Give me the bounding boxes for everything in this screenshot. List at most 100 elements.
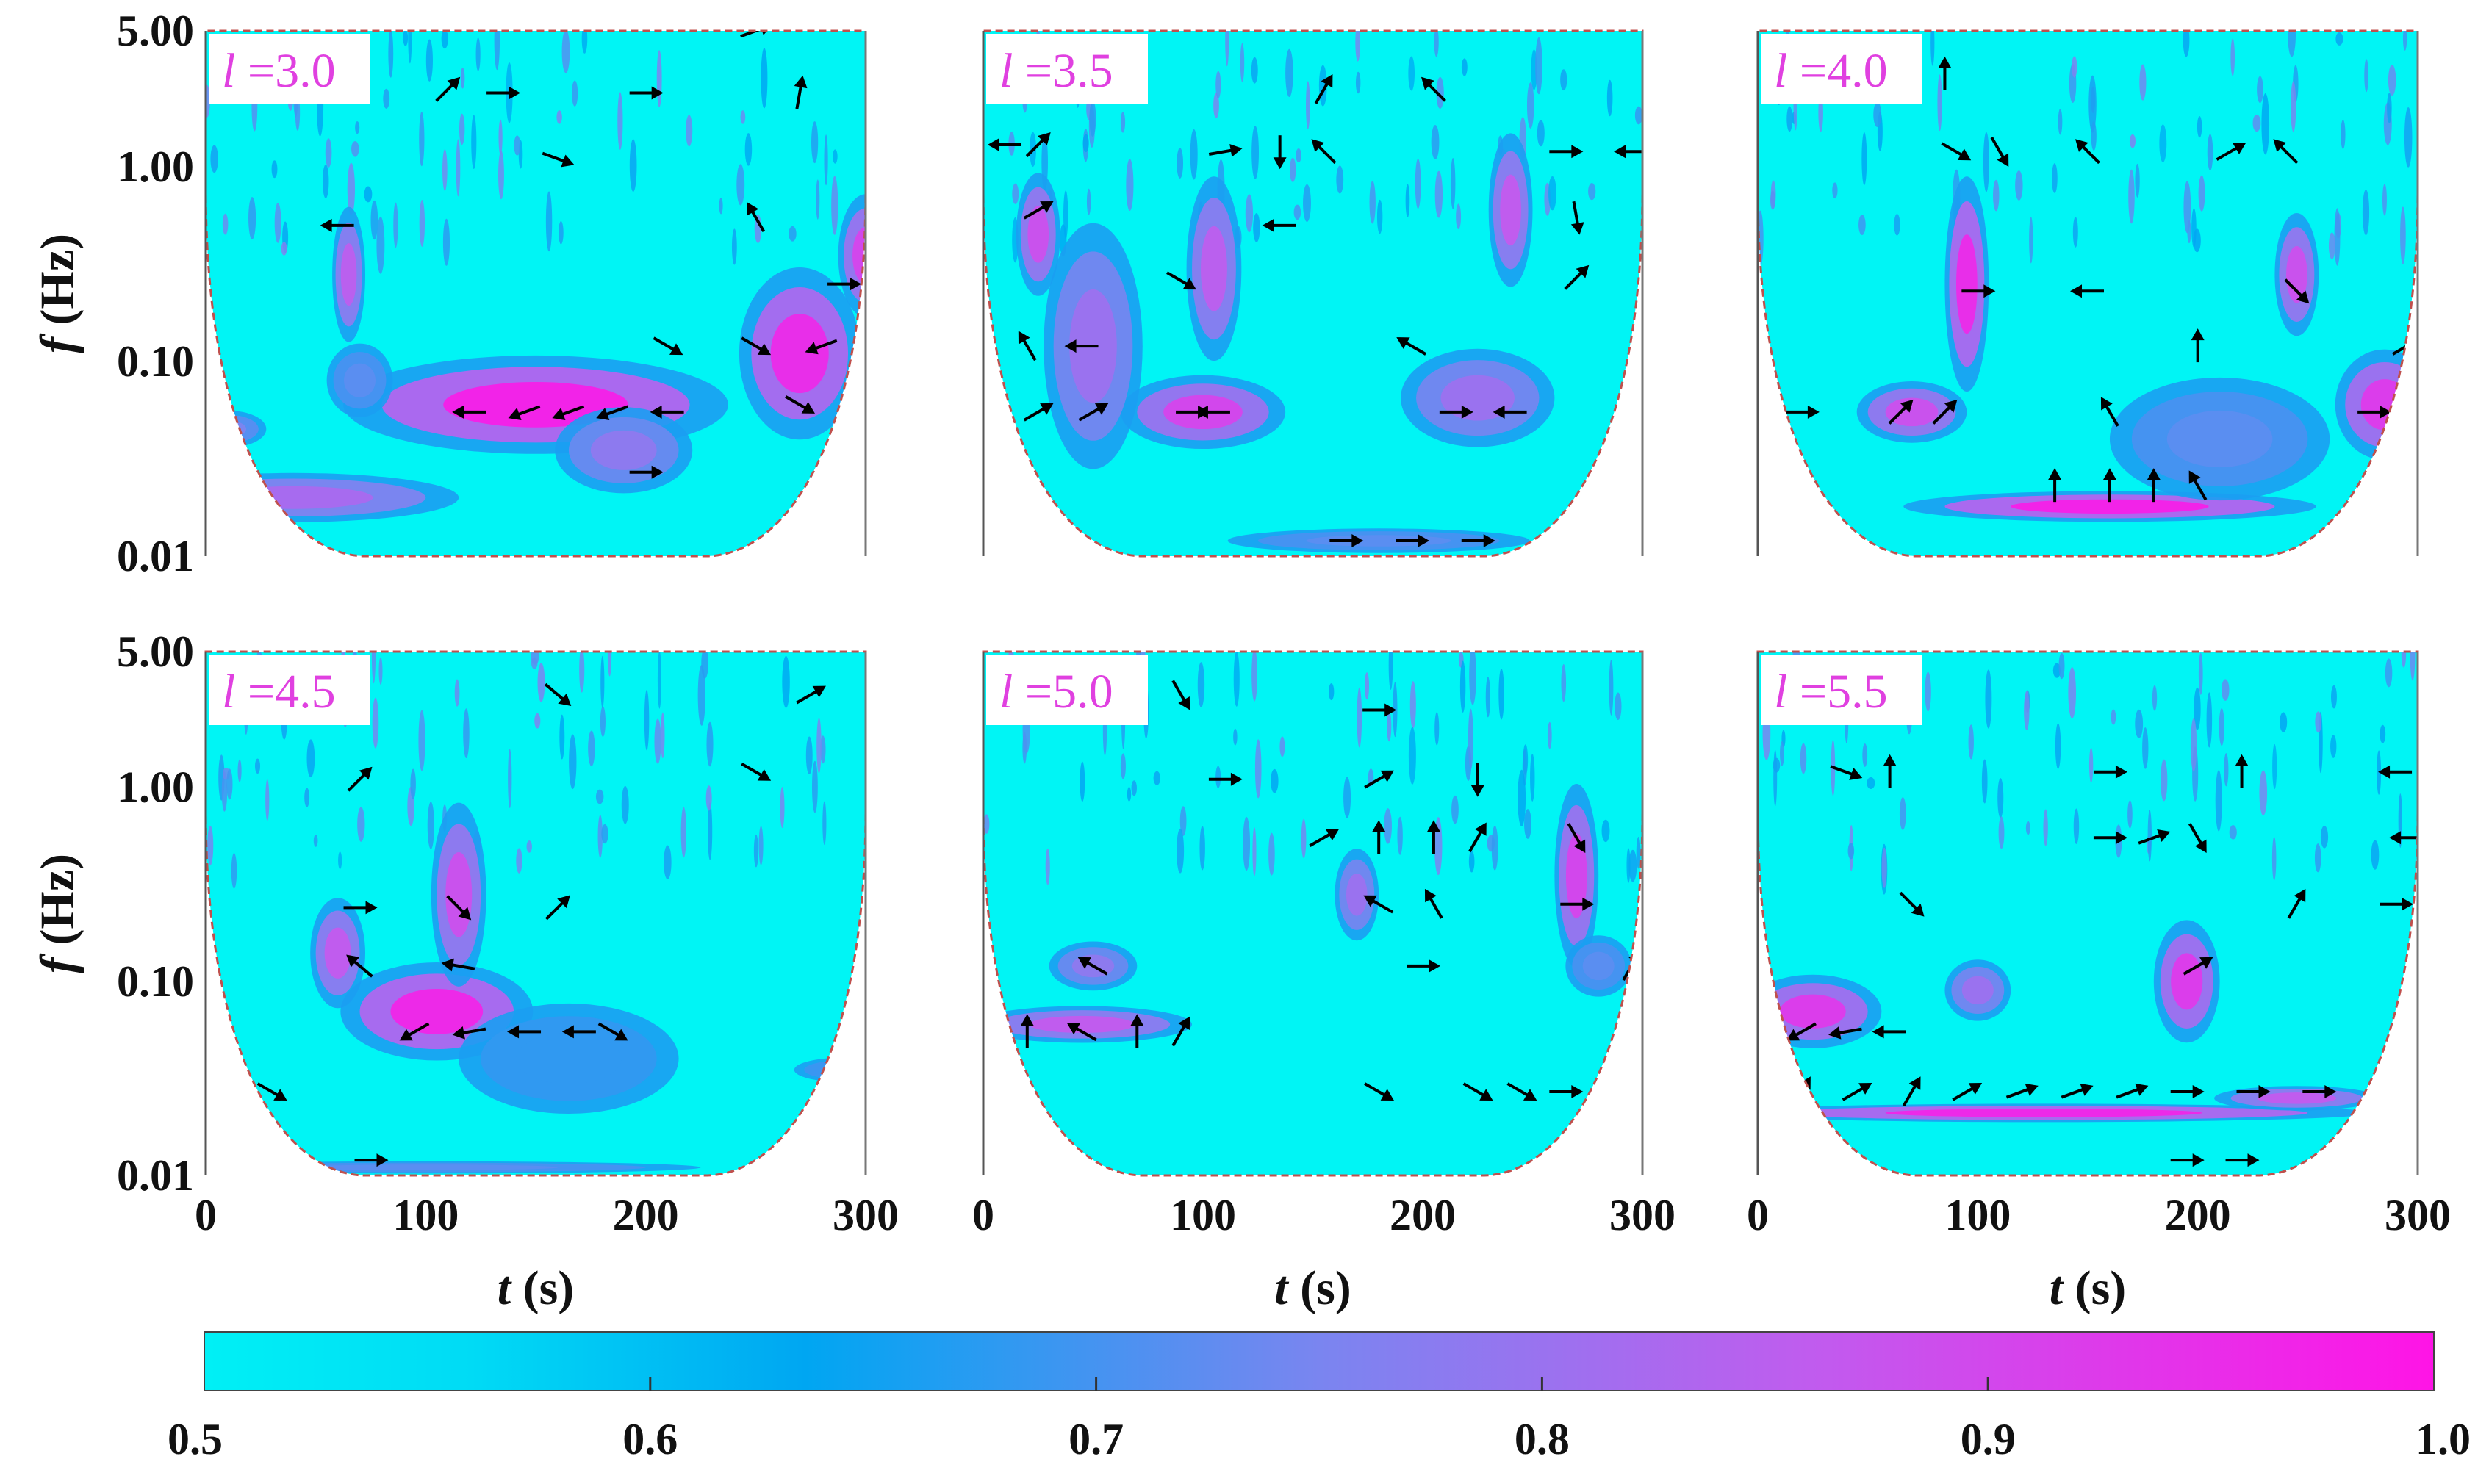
phase-arrow	[2147, 468, 2161, 503]
phase-arrow	[2070, 284, 2104, 298]
phase-arrow	[741, 763, 772, 781]
phase-arrow-head	[1178, 1016, 1190, 1030]
phase-arrow	[1171, 680, 1190, 710]
phase-arrow-head	[1983, 284, 1996, 298]
phase-arrow	[354, 1153, 389, 1167]
phase-arrow	[629, 465, 664, 479]
phase-arrow-shaft	[1023, 204, 1047, 220]
scalogram-content	[983, 652, 1642, 1175]
texture-streak	[661, 712, 665, 759]
phase-arrow	[1363, 895, 1394, 914]
phase-arrow-head	[1461, 405, 1473, 419]
phase-arrow	[1564, 264, 1590, 290]
texture-streak	[463, 708, 470, 759]
texture-streak	[237, 759, 242, 782]
coherence-blob	[324, 927, 351, 979]
phase-arrow-head	[1325, 829, 1340, 841]
panel-1: l =3.0 5.00 1.00 0.10 0.01 f (Hz)	[31, 7, 867, 580]
phase-arrow-head	[2080, 1083, 2094, 1096]
texture-streak	[1408, 56, 1415, 91]
phase-arrow-head	[794, 75, 808, 89]
phase-arrow-head	[1883, 754, 1897, 766]
panel-label-text: l =3.0	[222, 44, 336, 98]
texture-streak	[1190, 129, 1198, 180]
texture-streak	[2364, 59, 2368, 93]
phase-arrow	[1468, 822, 1487, 853]
texture-streak	[427, 802, 434, 849]
texture-streak	[306, 739, 315, 778]
texture-streak	[2328, 232, 2335, 259]
texture-streak	[2261, 93, 2270, 155]
texture-streak	[744, 133, 753, 166]
coherence-blob	[590, 430, 657, 470]
colorbar: 0.5 0.6 0.7 0.8 0.9 1.0	[168, 1331, 2471, 1463]
phase-arrow-head	[2402, 897, 2414, 911]
texture-streak	[1469, 652, 1476, 705]
phase-arrow	[346, 954, 373, 978]
phase-arrow-shaft	[406, 1022, 430, 1038]
texture-streak	[1636, 836, 1641, 869]
phase-arrow-shaft	[1842, 1086, 1866, 1101]
panel-label-value: 3.0	[275, 44, 336, 98]
phase-arrow-head	[1483, 534, 1495, 548]
texture-streak	[758, 826, 764, 865]
phase-arrow	[1424, 888, 1443, 919]
coherence-blob	[390, 988, 484, 1034]
texture-streak	[820, 735, 826, 764]
phase-arrow	[1567, 823, 1586, 854]
texture-streak	[2335, 32, 2343, 46]
texture-streak	[1780, 741, 1784, 766]
phase-arrow-head	[1321, 73, 1333, 88]
phase-arrow	[452, 1026, 486, 1040]
texture-streak	[221, 771, 228, 812]
texture-streak	[588, 730, 595, 767]
texture-streak	[1606, 79, 1613, 117]
phase-arrow	[1462, 1082, 1493, 1101]
texture-streak	[753, 834, 758, 868]
y-axis-label-unit: (Hz)	[31, 234, 85, 337]
colorbar-tick-label: 1.0	[2416, 1415, 2471, 1463]
texture-streak	[388, 31, 394, 78]
phase-arrow	[2100, 397, 2119, 427]
texture-streak	[1215, 766, 1221, 788]
phase-arrow-head	[359, 766, 373, 780]
phase-arrow	[1549, 1085, 1584, 1099]
panel-label-value: 5.0	[1052, 665, 1113, 718]
phase-arrow-shaft	[516, 405, 541, 417]
coherence-blob	[2171, 953, 2203, 1010]
phase-arrow-head	[1523, 1089, 1537, 1101]
phase-arrow-head	[2194, 839, 2207, 854]
colorbar-tick-label: 0.9	[1961, 1415, 2016, 1463]
phase-arrow-shaft	[2216, 145, 2239, 161]
texture-streak	[1045, 848, 1050, 885]
phase-arrow	[1570, 201, 1584, 235]
texture-streak	[1800, 743, 1807, 774]
phase-arrow	[1396, 337, 1427, 356]
texture-streak	[1369, 181, 1376, 224]
texture-streak	[1498, 668, 1504, 720]
texture-streak	[1451, 795, 1459, 824]
texture-streak	[274, 202, 281, 243]
texture-streak	[2052, 663, 2061, 678]
texture-streak	[1409, 681, 1416, 729]
phase-arrow-head	[1064, 339, 1077, 353]
panel-label-value: 5.5	[1827, 665, 1888, 718]
texture-streak	[313, 835, 318, 847]
texture-streak	[2380, 724, 2386, 743]
texture-streak	[1251, 652, 1257, 702]
phase-arrow-head	[1474, 822, 1487, 836]
phase-arrow	[1461, 534, 1495, 548]
texture-streak	[1832, 182, 1838, 199]
texture-streak	[2315, 711, 2322, 733]
x-axis-label: t (s)	[1274, 1261, 1351, 1315]
coherence-blob	[1201, 226, 1227, 311]
phase-arrow-head	[1614, 145, 1626, 159]
phase-arrow-shaft	[597, 1022, 622, 1038]
texture-streak	[372, 697, 379, 749]
texture-streak	[579, 652, 585, 693]
phase-arrow-head	[1077, 957, 1092, 969]
phase-arrow-shaft	[1208, 148, 1235, 156]
phase-arrow-head	[320, 218, 332, 232]
phase-arrow-head	[509, 86, 521, 100]
texture-streak	[1245, 194, 1254, 233]
